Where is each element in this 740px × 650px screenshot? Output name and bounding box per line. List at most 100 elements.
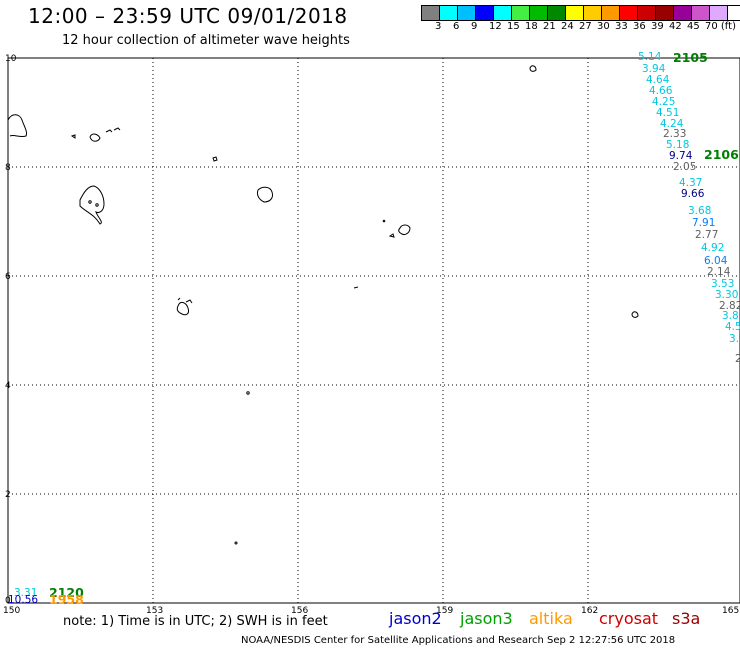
color-scale-label: 27 (579, 21, 592, 32)
island-outline (185, 299, 193, 304)
x-tick-label: 150 (3, 606, 20, 616)
y-tick-label: 8 (5, 163, 11, 173)
wave-height-observation: 4.64 (646, 74, 670, 86)
wave-height-observation: 3.94 (642, 63, 666, 75)
color-scale-label: 3 (435, 21, 442, 32)
island-outline (105, 127, 121, 133)
satellite-label-cryosat: cryosat (599, 609, 659, 628)
color-scale-swatch (620, 6, 638, 20)
wave-height-observation: 5.14 (638, 51, 662, 63)
map-title: 12:00 – 23:59 UTC 09/01/2018 (28, 4, 348, 28)
island-outline (79, 185, 105, 225)
island-outline (398, 224, 411, 235)
map-subtitle: 12 hour collection of altimeter wave hei… (62, 33, 350, 48)
island-outline (257, 186, 273, 203)
satellite-label-jason2: jason2 (389, 609, 442, 628)
y-tick-label: 6 (5, 272, 11, 282)
pass-time-label: 2106 (704, 147, 739, 162)
wave-height-observation: 9.74 (669, 150, 693, 162)
wave-height-observation: 2.33 (663, 128, 686, 140)
x-tick-label: 153 (146, 606, 163, 616)
color-scale-swatch (512, 6, 530, 20)
island-outline (88, 200, 92, 204)
color-scale-label: 39 (651, 21, 664, 32)
island-outline (177, 297, 181, 301)
wave-height-observation: 9.66 (681, 188, 705, 200)
color-scale-swatch (440, 6, 458, 20)
y-tick-label: 0 (5, 596, 11, 606)
y-tick-label: 2 (5, 490, 11, 500)
color-scale-swatch (656, 6, 674, 20)
color-scale-label: 42 (669, 21, 682, 32)
y-tick-label: 10 (5, 54, 17, 64)
credit-footer: NOAA/NESDIS Center for Satellite Applica… (241, 635, 676, 646)
island-outline (353, 286, 359, 289)
color-scale-swatch (494, 6, 512, 20)
pass-time-label: 2105 (673, 50, 708, 65)
corner-observation-label: 10.56 (8, 594, 38, 606)
x-tick-label: 159 (436, 606, 453, 616)
wave-height-observation: 6.04 (704, 255, 728, 267)
wave-height-observation: 3.8 (722, 310, 739, 322)
wave-height-observation: 3.68 (688, 205, 711, 217)
color-scale-swatch (638, 6, 656, 20)
color-scale-label: 9 (471, 21, 478, 32)
color-scale-swatch (476, 6, 494, 20)
wave-height-observation: 2.82 (719, 300, 740, 312)
corner-pass-label: 1958 (49, 592, 84, 607)
footnote: note: 1) Time is in UTC; 2) SWH is in fe… (63, 614, 328, 629)
island-outline (176, 301, 189, 316)
color-scale-label: 33 (615, 21, 628, 32)
color-scale-swatch (566, 6, 584, 20)
island-outline (7, 114, 27, 138)
island-outline (382, 219, 386, 223)
x-axis-ticks: 150 153 156 159 162 165 (3, 606, 739, 616)
color-scale-label: 30 (597, 21, 610, 32)
color-scale-swatch (674, 6, 692, 20)
island-outline (95, 203, 99, 207)
wave-height-observation: 2 (735, 353, 740, 365)
x-tick-label: 156 (291, 606, 308, 616)
island-outline (89, 133, 101, 142)
color-scale-label: 15 (507, 21, 520, 32)
satellite-label-jason3: jason3 (460, 609, 513, 628)
x-tick-label: 162 (581, 606, 598, 616)
color-scale-label: 45 (687, 21, 700, 32)
color-scale-swatch (458, 6, 476, 20)
color-scale-swatch (530, 6, 548, 20)
color-scale-label: 18 (525, 21, 538, 32)
wave-height-observation: 3.30 (715, 289, 738, 301)
color-scale-swatch (584, 6, 602, 20)
map-frame (7, 57, 740, 604)
island-outline (212, 156, 218, 162)
lat-lon-grid (8, 58, 740, 603)
wave-height-observation: 2.77 (695, 229, 718, 241)
corner-pass-label: 2120 (49, 585, 84, 600)
island-outline (70, 134, 76, 139)
y-axis-ticks: 10 8 6 4 2 0 (5, 54, 17, 606)
x-tick-label: 165 (722, 606, 739, 616)
color-scale-label: 21 (543, 21, 556, 32)
island-outline (388, 233, 395, 238)
wave-height-observation: 3. (729, 333, 739, 345)
y-tick-label: 4 (5, 381, 11, 391)
color-scale-label: 36 (633, 21, 646, 32)
wave-height-observation: 4.24 (660, 118, 684, 130)
altimeter-observations: 5.143.944.644.664.254.514.242.335.189.74… (638, 51, 740, 365)
color-scale-label: 24 (561, 21, 574, 32)
color-scale-label: 6 (453, 21, 460, 32)
color-scale-label: 12 (489, 21, 502, 32)
corner-observation-label: 3.31 (14, 587, 37, 599)
color-scale-swatch (602, 6, 620, 20)
color-scale-swatch (548, 6, 566, 20)
wave-height-observation: 2.05 (673, 161, 696, 173)
color-scale-label: 70 (ft) (705, 21, 736, 32)
satellite-label-s3a: s3a (672, 609, 701, 628)
wave-height-observation: 2.14 (707, 266, 731, 278)
island-outline (246, 391, 250, 395)
satellite-label-altika: altika (529, 609, 573, 628)
wave-height-observation: 4.66 (649, 85, 673, 97)
island-outline (631, 311, 639, 318)
wave-height-observation: 5.18 (666, 139, 689, 151)
